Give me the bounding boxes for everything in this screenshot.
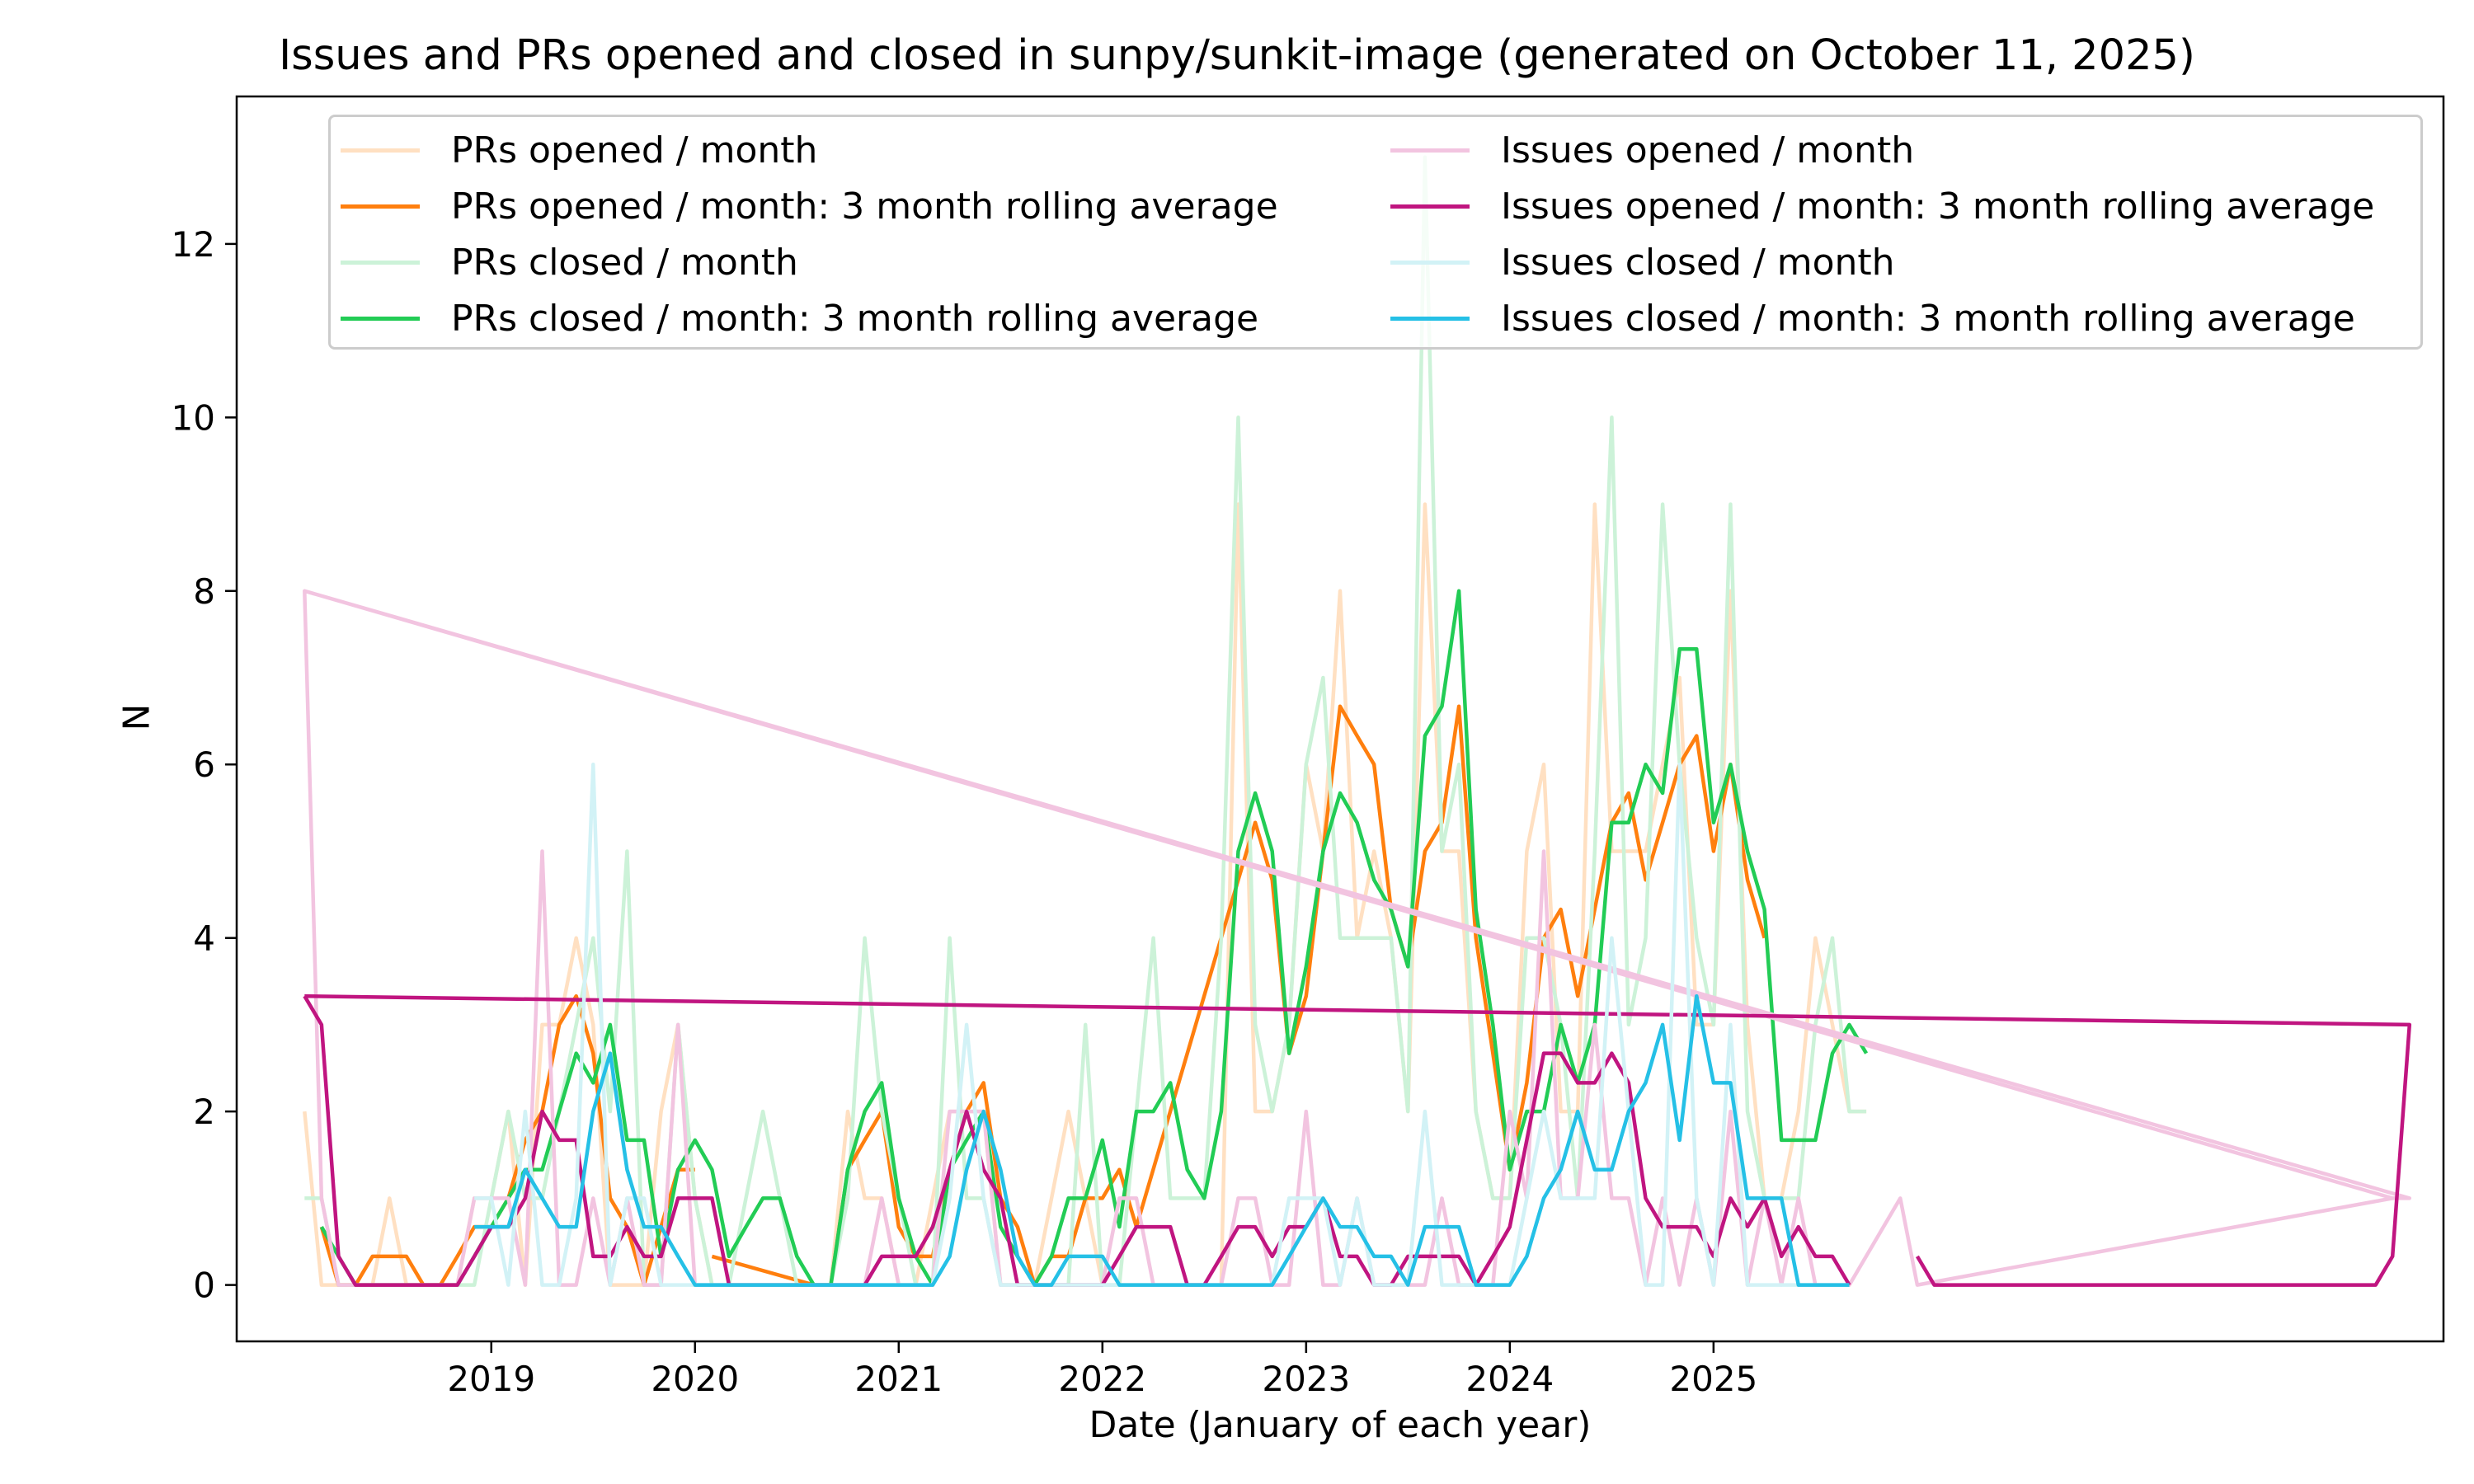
legend-item: PRs closed / month: 3 month rolling aver… (341, 294, 1258, 343)
legend-item: Issues opened / month: 3 month rolling a… (1390, 181, 2374, 231)
legend-swatch (1390, 260, 1470, 265)
series-line-3 (304, 155, 1867, 1287)
x-tick-label: 2024 (1465, 1359, 1554, 1399)
x-tick-label: 2020 (651, 1359, 739, 1399)
legend-swatch (341, 316, 420, 321)
x-tick-label: 2022 (1058, 1359, 1146, 1399)
x-tick-label: 2025 (1669, 1359, 1757, 1399)
legend-label: PRs closed / month: 3 month rolling aver… (451, 297, 1259, 340)
y-tick-label: 0 (193, 1266, 215, 1306)
legend-label: Issues closed / month (1501, 241, 1895, 284)
axis-layer: 2019 2020 2021 2022 2023 2024 2025 0 2 4 6 8 10 12 (172, 224, 1758, 1399)
y-tick-label: 6 (193, 744, 215, 785)
series-line-5 (303, 589, 2412, 1287)
legend-label: Issues closed / month: 3 month rolling a… (1501, 297, 2355, 340)
y-tick-label: 2 (193, 1092, 215, 1132)
legend-label: Issues opened / month: 3 month rolling a… (1501, 185, 2375, 228)
x-axis-label: Date (January of each year) (1089, 1404, 1592, 1446)
legend-label: PRs opened / month (451, 129, 818, 171)
series-layer (303, 155, 2412, 1287)
legend-swatch (341, 204, 420, 209)
legend-item: PRs opened / month (341, 125, 817, 175)
legend-item: Issues closed / month: 3 month rolling a… (1390, 294, 2355, 343)
legend: PRs opened / month PRs opened / month: 3 … (328, 115, 2423, 350)
y-tick-label: 8 (193, 571, 215, 612)
legend-label: PRs closed / month (451, 241, 798, 284)
legend-swatch (1390, 204, 1470, 209)
legend-item: PRs closed / month (341, 237, 798, 287)
series-line-9 (474, 993, 1850, 1287)
x-tick-label: 2021 (854, 1359, 943, 1399)
y-tick-label: 12 (172, 224, 215, 265)
legend-item: Issues opened / month (1390, 125, 1914, 175)
y-tick-label: 10 (172, 397, 215, 438)
legend-swatch (1390, 316, 1470, 321)
chart-title: Issues and PRs opened and closed in sunp… (279, 31, 2195, 80)
legend-item: Issues closed / month (1390, 237, 1895, 287)
legend-item: PRs opened / month: 3 month rolling aver… (341, 181, 1278, 231)
x-tick-label: 2023 (1262, 1359, 1350, 1399)
y-tick-label: 4 (193, 918, 215, 959)
legend-swatch (1390, 148, 1470, 153)
x-tick-label: 2019 (447, 1359, 535, 1399)
legend-label: Issues opened / month (1501, 129, 1915, 171)
series-line-4 (319, 589, 1869, 1287)
series-line-8 (474, 762, 1850, 1287)
legend-label: PRs opened / month: 3 month rolling aver… (451, 185, 1278, 228)
plot-frame (235, 95, 2445, 1343)
series-line-7 (304, 993, 2412, 1287)
y-axis-label: N (115, 703, 158, 731)
legend-swatch (341, 260, 420, 265)
legend-swatch (341, 148, 420, 153)
